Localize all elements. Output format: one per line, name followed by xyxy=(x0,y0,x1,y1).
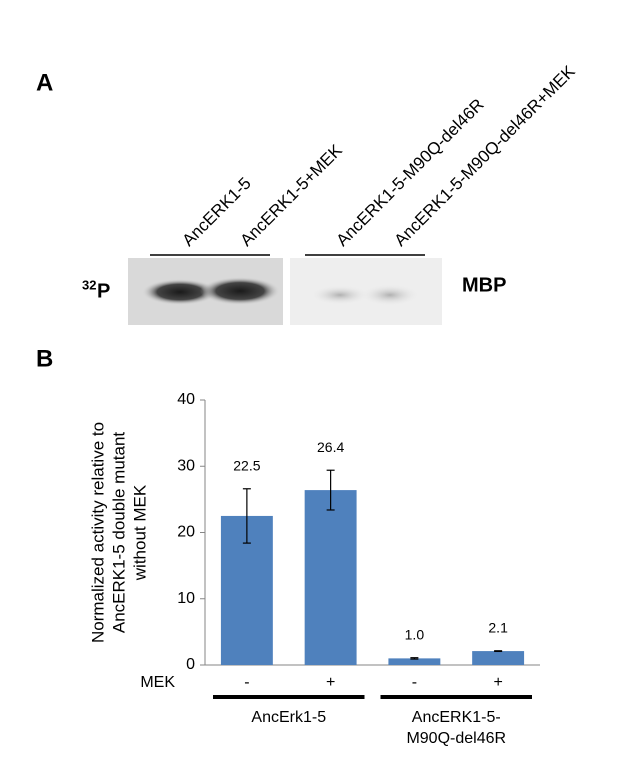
x-tick-label: + xyxy=(493,674,502,691)
group-label: AncErk1-5 xyxy=(251,709,326,726)
y-axis-label: without MEK xyxy=(130,484,149,581)
value-label: 1.0 xyxy=(405,626,425,642)
y-axis-label: AncERK1-5 double mutant xyxy=(109,432,128,634)
value-label: 26.4 xyxy=(317,439,344,455)
value-label: 2.1 xyxy=(488,619,508,635)
y-tick-label: 10 xyxy=(177,590,195,607)
x-tick-label: - xyxy=(412,674,417,691)
x-axis-label: MEK xyxy=(140,674,175,691)
y-tick-label: 0 xyxy=(186,656,195,673)
panel-label: B xyxy=(36,345,53,372)
group-label: AncERK1-5- xyxy=(412,709,501,726)
x-tick-label: - xyxy=(244,674,249,691)
bar xyxy=(472,651,525,665)
lane-label: AncERK1-5+MEK xyxy=(237,140,347,250)
band xyxy=(200,277,280,305)
substrate-label: MBP xyxy=(462,274,506,296)
band xyxy=(310,285,370,305)
bar xyxy=(304,490,357,665)
isotope-mass: 32 xyxy=(82,277,96,292)
panel-label: A xyxy=(36,69,53,96)
y-tick-label: 20 xyxy=(177,524,195,541)
error-bar xyxy=(494,650,503,653)
y-tick-label: 40 xyxy=(177,391,195,408)
band xyxy=(142,279,218,305)
band xyxy=(360,284,420,306)
bar xyxy=(388,658,441,665)
isotope: P xyxy=(97,280,110,302)
error-bar xyxy=(242,488,251,544)
chart: Normalized activity relative to AncERK1-5… xyxy=(88,391,540,747)
error-bar xyxy=(410,657,419,660)
group-label: M90Q-del46R xyxy=(406,730,506,747)
value-label: 22.5 xyxy=(233,457,260,473)
x-tick-label: + xyxy=(326,674,335,691)
error-bar xyxy=(326,469,335,511)
y-axis-label: Normalized activity relative to xyxy=(88,422,107,643)
y-tick-label: 30 xyxy=(177,457,195,474)
